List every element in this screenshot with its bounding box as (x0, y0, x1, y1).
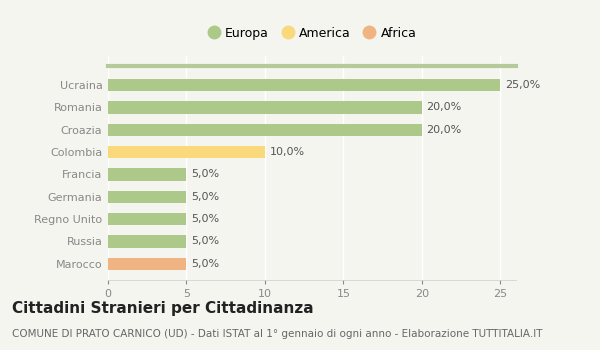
Bar (108, 79, 500, 91)
Text: 20,0%: 20,0% (427, 103, 462, 112)
Text: 20,0%: 20,0% (427, 125, 462, 135)
Text: Cittadini Stranieri per Cittadinanza: Cittadini Stranieri per Cittadinanza (12, 301, 314, 316)
Bar (108, 235, 187, 247)
Text: 25,0%: 25,0% (505, 80, 540, 90)
Text: 5,0%: 5,0% (191, 259, 219, 269)
Bar (108, 102, 422, 114)
Bar (108, 191, 187, 203)
Text: 5,0%: 5,0% (191, 214, 219, 224)
Text: COMUNE DI PRATO CARNICO (UD) - Dati ISTAT al 1° gennaio di ogni anno - Elaborazi: COMUNE DI PRATO CARNICO (UD) - Dati ISTA… (12, 329, 542, 339)
Text: 10,0%: 10,0% (269, 147, 305, 157)
Bar (108, 146, 265, 158)
Text: 5,0%: 5,0% (191, 169, 219, 180)
Text: 5,0%: 5,0% (191, 236, 219, 246)
Bar (108, 213, 187, 225)
Bar (108, 258, 187, 270)
Legend: Europa, America, Africa: Europa, America, Africa (202, 22, 421, 45)
Bar (108, 168, 187, 181)
Text: 5,0%: 5,0% (191, 192, 219, 202)
Bar (108, 124, 422, 136)
